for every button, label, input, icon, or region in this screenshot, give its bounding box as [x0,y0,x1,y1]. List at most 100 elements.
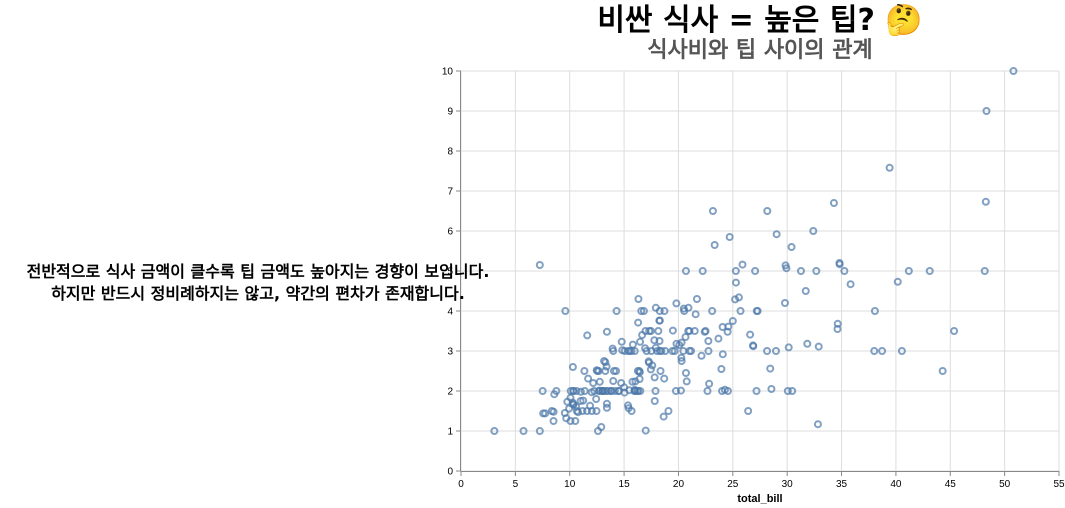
scatter-point [703,387,712,395]
scatter-point [609,367,618,375]
scatter-point [718,387,727,395]
scatter-point [569,387,578,395]
scatter-point [752,387,761,395]
scatter-point [738,260,747,269]
scatter-point [870,307,879,315]
scatter-point [700,327,709,336]
scatter-point [636,337,645,346]
scatter-point [801,287,810,295]
scatter-point [612,307,621,315]
scatter-point [763,347,772,355]
scatter-point [723,327,732,336]
scatter-point [833,319,842,328]
scatter-point [601,358,610,367]
scatter-point [784,343,793,352]
scatter-point [813,420,822,429]
scatter-point [736,307,745,315]
scatter-point [625,386,634,395]
scatter-point [714,334,723,343]
x-tick-label: 35 [836,479,848,490]
y-tick-label: 3 [447,347,453,358]
scatter-point [904,267,913,275]
scatter-point [636,387,645,395]
scatter-point [651,387,660,395]
scatter-point [601,367,610,375]
scatter-point [566,387,575,395]
y-tick-label: 8 [447,147,453,158]
scatter-point [731,295,740,304]
scatter-point [584,374,593,383]
scatter-point [781,261,790,270]
x-tick-label: 30 [782,479,794,490]
scatter-point [682,377,691,386]
x-tick-label: 10 [564,479,576,490]
scatter-point [650,373,659,382]
data-points [490,67,1018,435]
scatter-point [731,278,740,287]
scatter-point [783,387,792,395]
annotation-line-1: 전반적으로 식사 금액이 클수록 팁 금액도 높아지는 경향이 보입니다. [27,262,490,281]
scatter-point [566,417,575,425]
x-tick-label: 40 [890,479,902,490]
scatter-point [829,199,838,207]
x-tick-label: 50 [999,479,1011,490]
x-tick-label: 20 [673,479,685,490]
scatter-point [668,347,677,355]
scatter-point [763,207,772,215]
scatter-point [878,347,887,355]
y-tick-label: 9 [447,107,453,118]
scatter-point [708,207,717,215]
scatter-point [698,267,707,275]
y-tick-label: 6 [447,227,453,238]
scatter-point [885,163,894,172]
scatter-point [571,417,580,425]
scatter-point [655,337,664,345]
scatter-point [634,295,643,303]
scatter-point [771,347,780,355]
scatter-point [565,404,574,413]
scatter-point [624,401,633,410]
scatter-point [691,310,700,319]
scatter-point [677,357,686,365]
scatter-point [647,347,656,355]
scatter-point [681,333,690,341]
scatter-point [625,347,634,355]
y-tick-label: 10 [442,67,454,78]
scatter-point [697,351,706,360]
scatter-point [627,407,636,415]
scatter-point [731,267,740,275]
x-tick-label: 5 [513,479,519,490]
scatter-point [617,337,626,346]
scatter-point [646,327,655,335]
scatter-point [725,233,734,241]
scatter-point [578,407,587,415]
scatter-point [708,307,717,315]
scatter-point [796,267,805,275]
x-axis-title: total_bill [737,493,782,505]
scatter-point [718,350,727,359]
scatter-point [628,340,637,349]
scatter-point [672,299,681,308]
scatter-point [753,307,762,315]
scatter-point [668,326,677,335]
scatter-point [660,374,669,383]
scatter-point [846,280,855,289]
scatter-point [1009,67,1018,75]
scatter-point [803,339,812,348]
scatter-point [812,267,821,275]
scatter-point [650,397,659,405]
y-tick-label: 1 [447,427,453,438]
scatter-point [692,295,701,303]
scatter-point [635,375,644,383]
scatter-point [519,427,528,435]
scatter-point [607,387,616,395]
scatter-point [981,197,990,206]
scatter-point [574,408,583,417]
scatter-point [671,387,680,395]
scatter-point [614,387,623,395]
scatter-point [609,377,618,385]
scatter-point [681,267,690,275]
x-tick-label: 55 [1053,479,1065,490]
y-tick-label: 0 [447,467,453,478]
